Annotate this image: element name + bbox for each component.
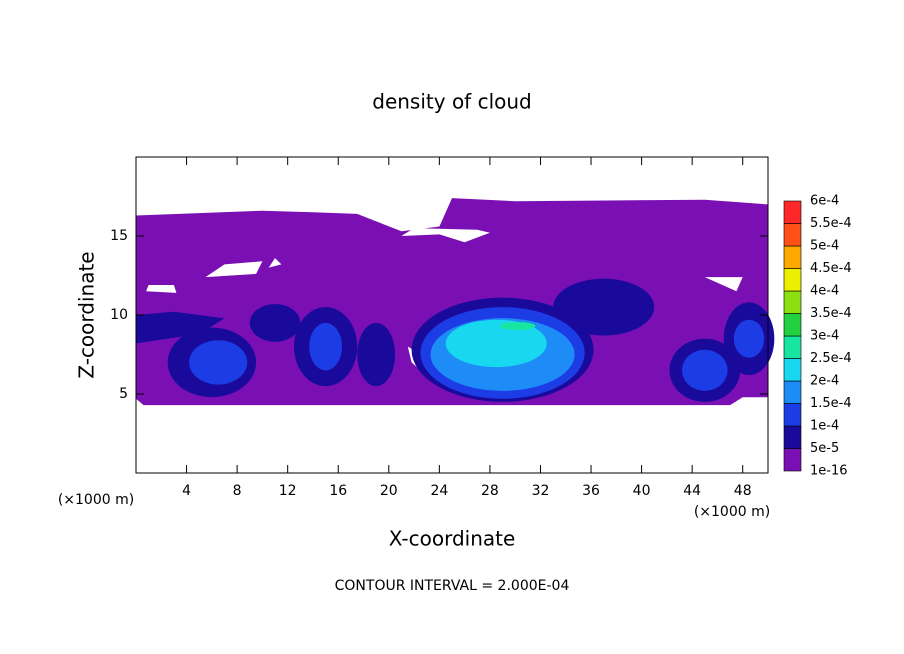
x-tick-label: 8 [233,483,242,499]
x-tick-label: 24 [430,483,448,499]
contour-region [401,228,490,243]
colorbar-bin [783,200,802,224]
colorbar-label: 3.5e-4 [810,306,852,321]
x-tick-label: 4 [182,483,191,499]
contour-region [136,311,225,344]
contour-region [309,322,343,371]
contour-region [357,322,396,387]
contour-region [205,261,263,278]
colorbar-label: 5e-5 [810,441,839,456]
contour-region [445,319,547,368]
colorbar-bin [783,403,802,427]
colorbar-label: 4e-4 [810,284,839,299]
contour-region [249,303,301,342]
x-tick-label: 16 [329,483,347,499]
y-axis-label: Z-coordinate [75,251,99,378]
x-tick-label: 12 [279,483,297,499]
x-tick-label: 36 [582,483,600,499]
contour-field [136,198,775,406]
contour-region [500,322,536,331]
x-tick-label: 40 [633,483,651,499]
colorbar-bin [783,223,802,247]
colorbar-bin [783,290,802,314]
chart-title: density of cloud [372,90,531,114]
colorbar-bin [783,335,802,359]
x-axis-label: X-coordinate [389,527,516,551]
contour-region [189,340,248,385]
contour-region [682,349,728,391]
contour-region [146,285,177,293]
colorbar-label: 4.5e-4 [810,261,852,276]
colorbar-bin [783,268,802,292]
x-tick-label: 44 [683,483,701,499]
colorbar-label: 5e-4 [810,239,839,254]
x-tick-label: 28 [481,483,499,499]
colorbar-bin [783,448,802,472]
colorbar-label: 2e-4 [810,374,839,389]
colorbar-label: 1.5e-4 [810,396,852,411]
colorbar-label: 3e-4 [810,329,839,344]
colorbar-label: 6e-4 [810,194,839,209]
x-unit: (×1000 m) [694,504,770,520]
colorbar-bin [783,358,802,382]
colorbar-label: 1e-4 [810,419,839,434]
x-tick-label: 48 [734,483,752,499]
annotation: CONTOUR INTERVAL = 2.000E-04 [335,578,570,594]
contour-region [136,198,768,406]
contour-region [733,319,765,358]
colorbar-label: 2.5e-4 [810,351,852,366]
x-tick-label: 20 [380,483,398,499]
contour-region [268,258,282,268]
colorbar-bin [783,313,802,337]
x-tick-label: 32 [532,483,550,499]
colorbar-bin [783,380,802,404]
y-tick-label: 10 [110,307,128,323]
colorbar-label: 1e-16 [810,464,848,479]
colorbar-label: 5.5e-4 [810,216,852,231]
y-unit: (×1000 m) [58,492,134,508]
y-tick-label: 15 [110,228,128,244]
contour-region [704,277,743,292]
colorbar-bin [783,245,802,269]
y-tick-label: 5 [119,386,128,402]
colorbar-bin [783,425,802,449]
